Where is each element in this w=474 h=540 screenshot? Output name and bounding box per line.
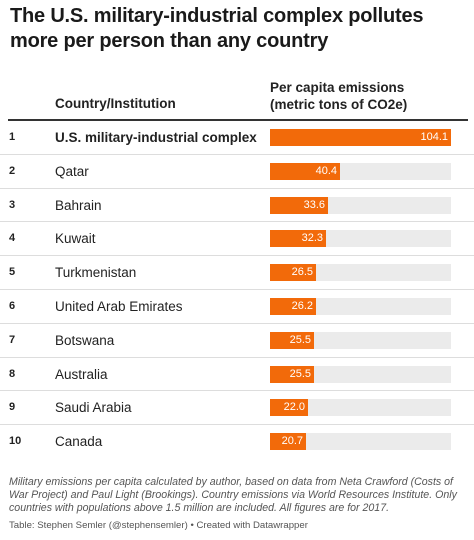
column-header-emissions: Per capita emissions (metric tons of CO2… bbox=[270, 79, 470, 113]
bar-track: 26.5 bbox=[270, 264, 451, 282]
row-name: Canada bbox=[55, 434, 103, 450]
bar-value-label: 20.7 bbox=[281, 435, 303, 448]
bar bbox=[270, 196, 328, 214]
row-rank: 5 bbox=[9, 266, 16, 279]
column-header-emissions-line2: (metric tons of CO2e) bbox=[270, 97, 408, 112]
row-rank: 6 bbox=[9, 299, 16, 312]
bar-track: 33.6 bbox=[270, 196, 451, 214]
bar bbox=[270, 399, 308, 417]
row-rank: 7 bbox=[9, 333, 16, 346]
row-name: Bahrain bbox=[55, 197, 102, 213]
row-name: Botswana bbox=[55, 332, 115, 348]
bar bbox=[270, 433, 306, 451]
column-header-country: Country/Institution bbox=[55, 96, 176, 111]
bar bbox=[270, 365, 314, 383]
bar bbox=[270, 264, 316, 282]
bar bbox=[270, 162, 340, 180]
bar bbox=[270, 230, 326, 248]
row-rank: 1 bbox=[9, 131, 16, 143]
bar-value-label: 33.6 bbox=[303, 198, 325, 211]
row-name: Australia bbox=[55, 366, 108, 382]
bar-value-label: 104.1 bbox=[420, 131, 448, 143]
chart-notes: Military emissions per capita calculated… bbox=[9, 476, 457, 514]
row-name: Saudi Arabia bbox=[55, 400, 132, 416]
table-row: 6 United Arab Emirates 26.2 bbox=[0, 290, 474, 324]
table-row: 7 Botswana 25.5 bbox=[0, 324, 474, 358]
table-row: 8 Australia 25.5 bbox=[0, 358, 474, 392]
bar-track: 25.5 bbox=[270, 365, 451, 383]
table-row: 4 Kuwait 32.3 bbox=[0, 222, 474, 257]
bar-track: 20.7 bbox=[270, 433, 451, 451]
row-name: Qatar bbox=[55, 163, 89, 179]
row-rank: 9 bbox=[9, 401, 16, 414]
bar-track: 26.2 bbox=[270, 297, 451, 315]
table-row: 9 Saudi Arabia 22.0 bbox=[0, 391, 474, 426]
bar-value-label: 25.5 bbox=[289, 333, 311, 346]
bar-value-label: 40.4 bbox=[315, 164, 337, 177]
chart-title: The U.S. military-industrial complex pol… bbox=[10, 5, 424, 52]
column-header-emissions-line1: Per capita emissions bbox=[270, 80, 405, 95]
bar-value-label: 26.5 bbox=[291, 266, 313, 279]
row-name: United Arab Emirates bbox=[55, 298, 183, 314]
row-rank: 2 bbox=[9, 164, 16, 177]
bar-track: 40.4 bbox=[270, 162, 451, 180]
row-rank: 8 bbox=[9, 367, 16, 380]
bar-value-label: 25.5 bbox=[289, 367, 311, 380]
row-name: Turkmenistan bbox=[55, 265, 137, 281]
row-rank: 4 bbox=[9, 232, 16, 245]
bar bbox=[270, 129, 451, 146]
row-name: Kuwait bbox=[55, 231, 96, 247]
bar-track: 104.1 bbox=[270, 129, 451, 146]
table-row: 5 Turkmenistan 26.5 bbox=[0, 256, 474, 290]
header-divider bbox=[8, 119, 468, 121]
table-row: 3 Bahrain 33.6 bbox=[0, 189, 474, 223]
bar-track: 22.0 bbox=[270, 399, 451, 417]
row-name: U.S. military-industrial complex bbox=[55, 130, 257, 145]
table-row: 2 Qatar 40.4 bbox=[0, 155, 474, 189]
table-row: 1 U.S. military-industrial complex 104.1 bbox=[0, 121, 474, 155]
bar bbox=[270, 331, 314, 349]
table-body: 1 U.S. military-industrial complex 104.1 2 Q… bbox=[0, 121, 474, 459]
chart-credit: Table: Stephen Semler (@stephensemler) •… bbox=[9, 520, 308, 531]
table-row: 10 Canada 20.7 bbox=[0, 425, 474, 459]
bar-track: 32.3 bbox=[270, 230, 451, 248]
bar-value-label: 32.3 bbox=[301, 232, 323, 245]
row-rank: 3 bbox=[9, 198, 16, 211]
row-rank: 10 bbox=[9, 435, 22, 448]
bar-value-label: 26.2 bbox=[291, 299, 313, 312]
bar-track: 25.5 bbox=[270, 331, 451, 349]
bar bbox=[270, 297, 316, 315]
bar-value-label: 22.0 bbox=[283, 401, 305, 414]
